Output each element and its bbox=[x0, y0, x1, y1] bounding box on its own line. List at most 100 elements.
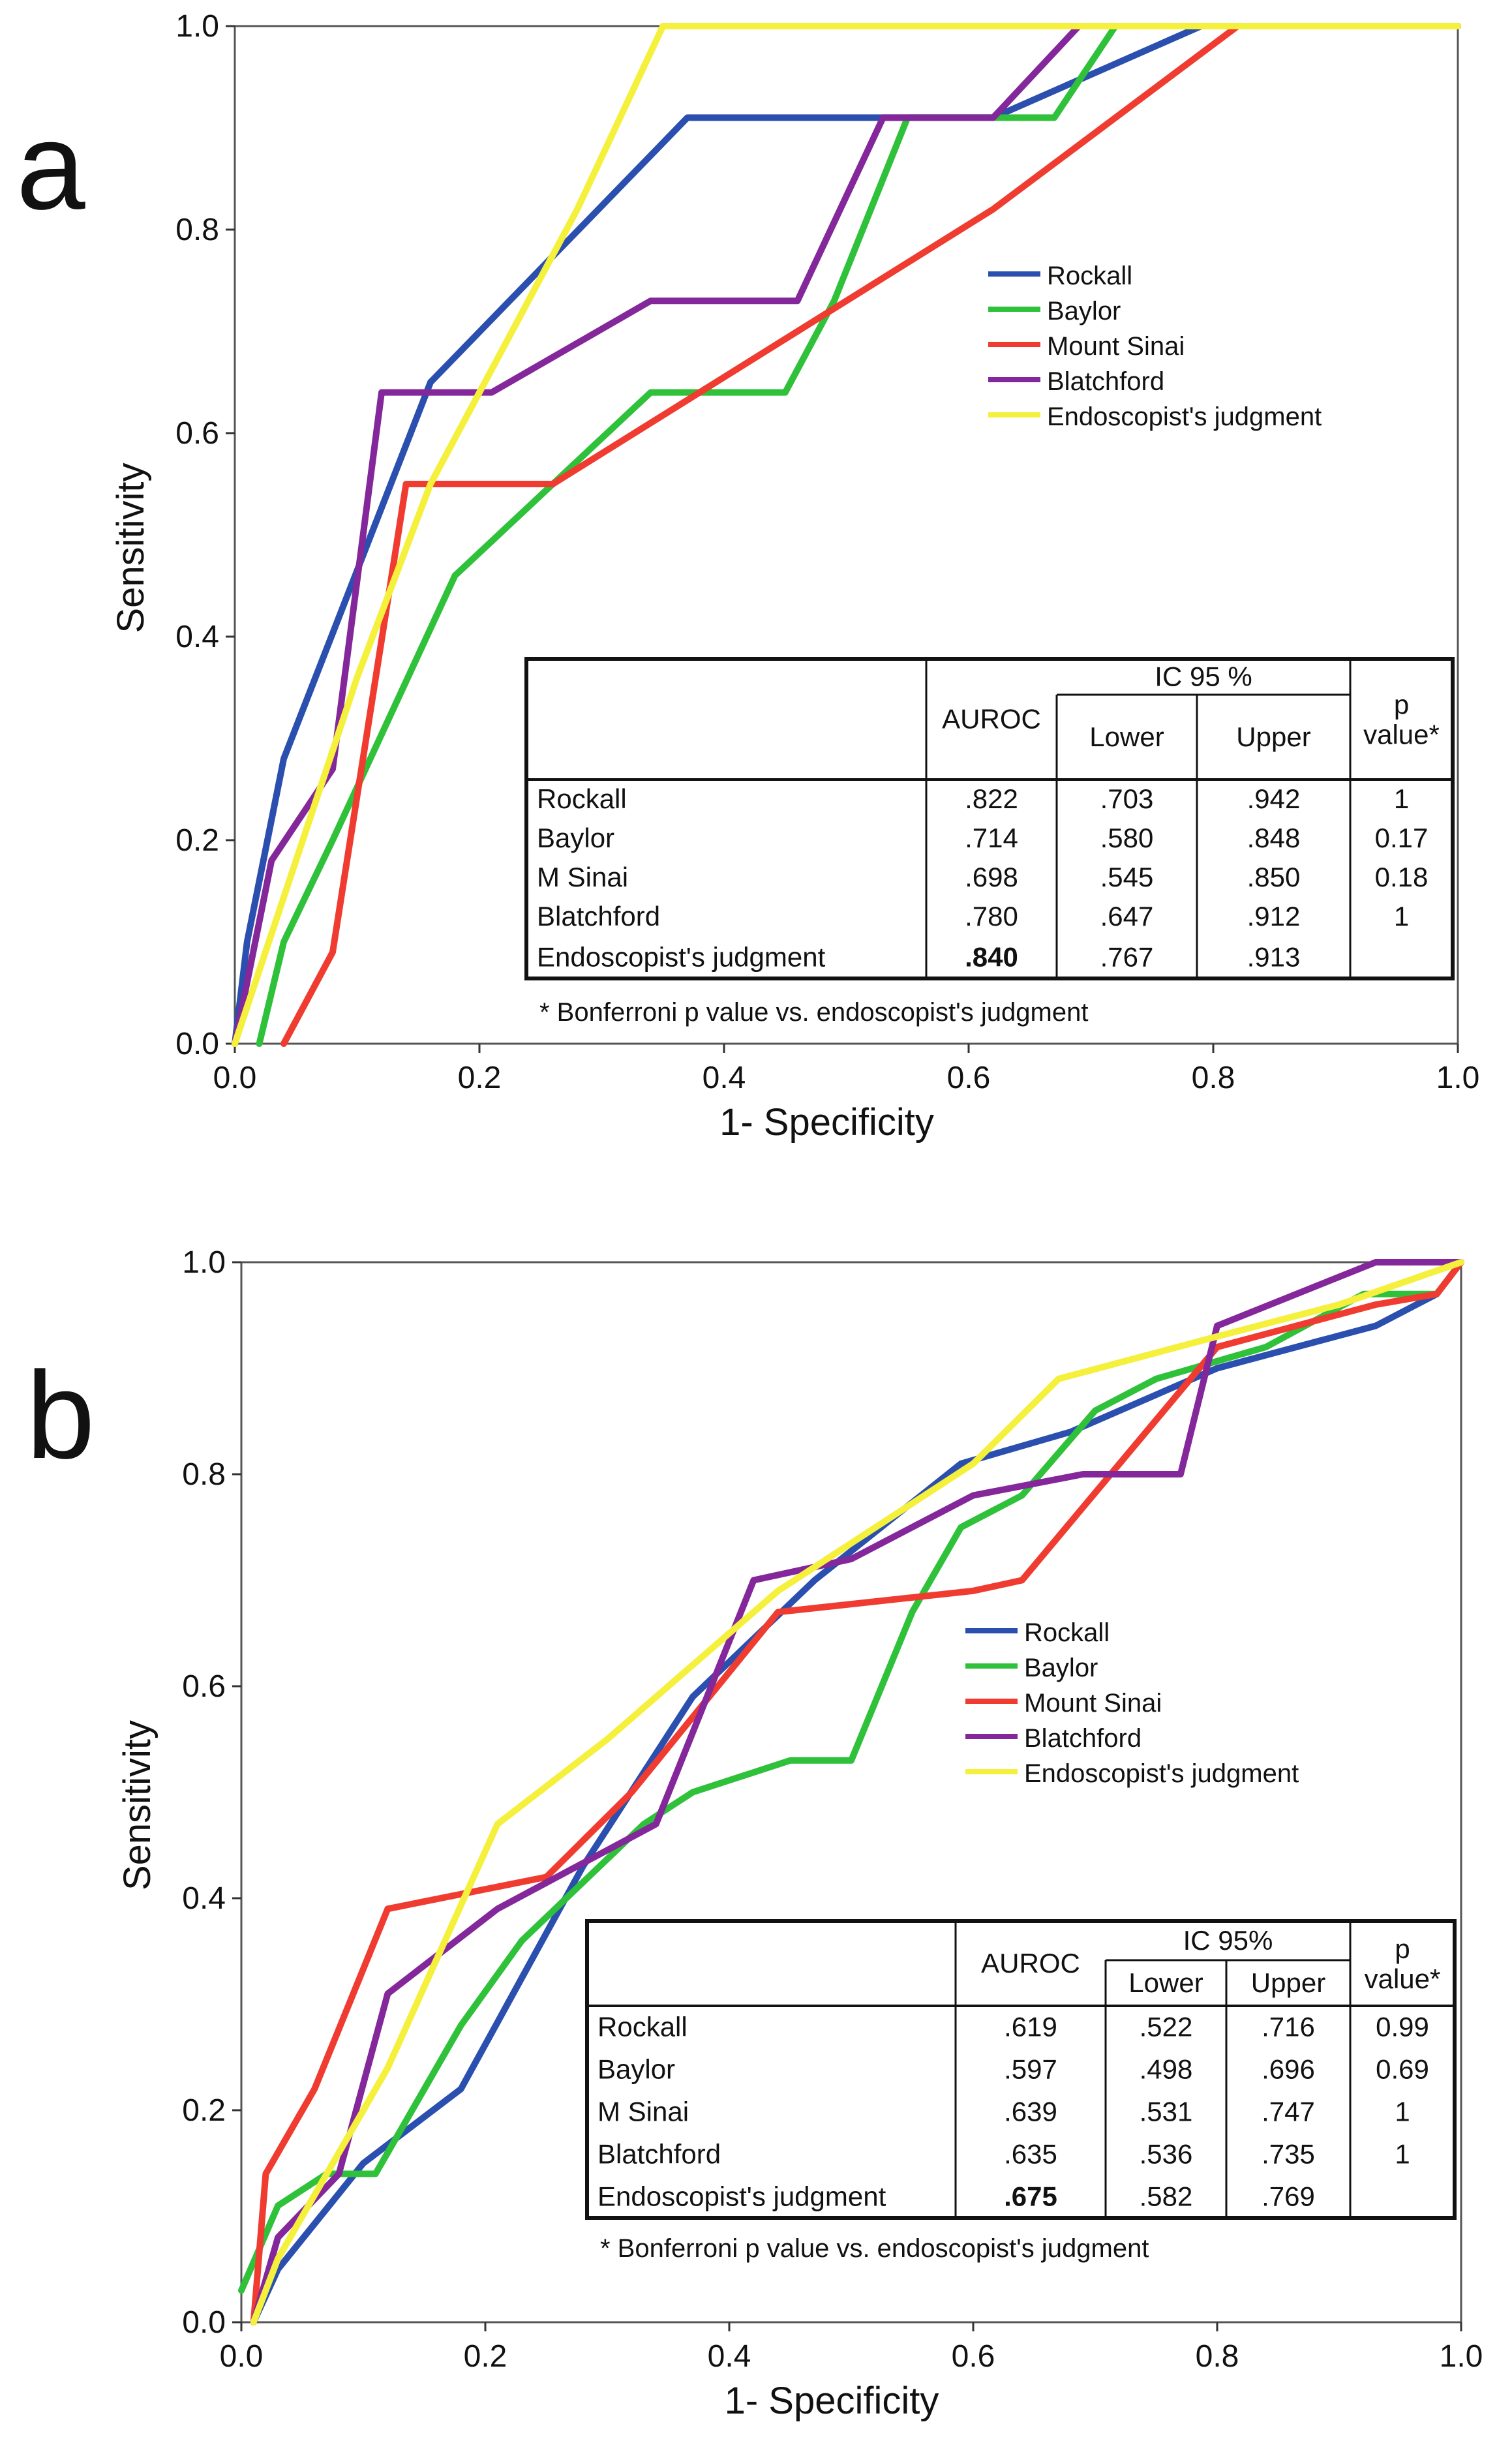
table-cell-auroc: .714 bbox=[965, 823, 1018, 853]
table-footnote: * Bonferroni p value vs. endoscopist's j… bbox=[539, 998, 1088, 1027]
table-header-upper: Upper bbox=[1236, 721, 1310, 752]
table-cell-lower: .536 bbox=[1140, 2139, 1193, 2170]
table-cell-auroc: .780 bbox=[965, 901, 1018, 932]
legend-label: Rockall bbox=[1047, 262, 1132, 290]
panel-a: a 0.0 0.2 0.4 0.6 0.8 1.0 0.0 0.2 0.4 0.6 0.8 1.0 1- … bbox=[16, 9, 1479, 1144]
table-cell-name: M Sinai bbox=[597, 2097, 689, 2127]
y-tick-label: 0.0 bbox=[182, 2305, 226, 2340]
table-cell-name: Rockall bbox=[597, 2012, 688, 2042]
y-axis-title: Sensitivity bbox=[116, 1720, 159, 1890]
x-tick-label: 0.2 bbox=[464, 2339, 507, 2374]
table-cell-upper: .716 bbox=[1262, 2012, 1315, 2042]
x-tick-label: 0.0 bbox=[213, 1061, 257, 1095]
table-cell-lower: .703 bbox=[1100, 783, 1154, 814]
table-cell-auroc: .840 bbox=[965, 942, 1018, 973]
y-tick-label: 0.2 bbox=[182, 2093, 226, 2128]
table-cell-lower: .580 bbox=[1100, 823, 1154, 853]
table-cell-lower: .767 bbox=[1100, 942, 1154, 973]
y-tick-label: 0.4 bbox=[182, 1881, 226, 1916]
legend-label: Baylor bbox=[1047, 297, 1121, 326]
table-cell-auroc: .619 bbox=[1004, 2012, 1057, 2042]
legend-label: Rockall bbox=[1024, 1618, 1110, 1647]
table-cell-upper: .912 bbox=[1247, 901, 1301, 932]
table-cell-auroc: .822 bbox=[965, 783, 1018, 814]
legend-label: Blatchford bbox=[1024, 1724, 1142, 1753]
x-tick-label: 0.8 bbox=[1196, 2339, 1239, 2374]
y-tick-label: 0.4 bbox=[175, 620, 219, 654]
table-cell-lower: .531 bbox=[1140, 2097, 1193, 2127]
table-cell-p: 0.99 bbox=[1376, 2012, 1429, 2042]
series-line-baylor bbox=[256, 23, 1461, 1047]
table-footnote: * Bonferroni p value vs. endoscopist's j… bbox=[600, 2234, 1149, 2263]
y-tick-label: 0.8 bbox=[175, 213, 219, 247]
table-cell-name: Rockall bbox=[537, 783, 627, 814]
table-cell-p: 1 bbox=[1394, 783, 1409, 814]
x-tick-label: 1.0 bbox=[1440, 2339, 1483, 2374]
table-cell-lower: .545 bbox=[1100, 862, 1154, 892]
series-line-blatchford bbox=[232, 23, 1461, 1047]
y-tick-label: 0.8 bbox=[182, 1457, 226, 1492]
table-cell-p: 1 bbox=[1394, 901, 1409, 932]
legend-label: Mount Sinai bbox=[1047, 332, 1185, 361]
table-cell-upper: .848 bbox=[1247, 823, 1301, 853]
series-line-endoscopist-s-judgment bbox=[250, 1259, 1464, 2325]
table-cell-p: 1 bbox=[1395, 2139, 1410, 2170]
table-cell-auroc: .675 bbox=[1004, 2181, 1057, 2212]
table-header-p: p bbox=[1395, 1933, 1410, 1964]
table-header-p: p bbox=[1394, 689, 1409, 720]
table-cell-p: 0.69 bbox=[1376, 2054, 1429, 2085]
y-tick-label: 0.0 bbox=[175, 1027, 219, 1061]
table-cell-auroc: .639 bbox=[1004, 2097, 1057, 2127]
series-line-mount-sinai bbox=[280, 23, 1461, 1047]
series-line-rockall bbox=[250, 1259, 1464, 2325]
table-cell-upper: .913 bbox=[1247, 942, 1301, 973]
table-header-ic: IC 95% bbox=[1183, 1925, 1273, 1956]
table-cell-auroc: .698 bbox=[965, 862, 1018, 892]
table-header-p-value: value* bbox=[1365, 1963, 1441, 1994]
table-cell-name: Baylor bbox=[537, 823, 614, 853]
panel-letter: b bbox=[26, 1346, 95, 1485]
table-header-upper: Upper bbox=[1251, 1967, 1325, 1998]
table-cell-auroc: .597 bbox=[1004, 2054, 1057, 2085]
table-cell-upper: .850 bbox=[1247, 862, 1301, 892]
table-header-p-value: value* bbox=[1363, 720, 1440, 750]
y-tick-label: 1.0 bbox=[182, 1245, 226, 1280]
y-axis-title: Sensitivity bbox=[110, 462, 152, 633]
table-cell-name: Baylor bbox=[597, 2054, 675, 2085]
y-tick-label: 1.0 bbox=[175, 9, 219, 44]
series-line-endoscopist-s-judgment bbox=[232, 23, 1461, 1047]
table-cell-upper: .942 bbox=[1247, 783, 1301, 814]
table-cell-upper: .735 bbox=[1262, 2139, 1315, 2170]
panel-letter: a bbox=[16, 97, 85, 235]
table-header-lower: Lower bbox=[1089, 721, 1164, 752]
table-cell-p: 0.17 bbox=[1375, 823, 1429, 853]
panel-b: b 0.0 0.2 0.4 0.6 0.8 1.0 0.0 0.2 0.4 0.6 0.8 1.0 1- … bbox=[26, 1245, 1483, 2422]
table-cell-lower: .498 bbox=[1140, 2054, 1193, 2085]
legend-label: Endoscopist's judgment bbox=[1024, 1759, 1299, 1788]
table-border bbox=[585, 1919, 1457, 2220]
table-cell-name: M Sinai bbox=[537, 862, 628, 892]
y-tick-label: 0.6 bbox=[175, 416, 219, 451]
table-cell-name: Blatchford bbox=[597, 2139, 721, 2170]
table-cell-lower: .647 bbox=[1100, 901, 1154, 932]
table-border bbox=[524, 657, 1455, 980]
x-tick-label: 0.2 bbox=[458, 1061, 502, 1095]
x-axis-title: 1- Specificity bbox=[725, 2380, 939, 2422]
series-line-mount-sinai bbox=[250, 1259, 1464, 2325]
series-line-baylor bbox=[238, 1259, 1464, 2294]
x-tick-label: 0.4 bbox=[703, 1061, 746, 1095]
table-header-auroc: AUROC bbox=[981, 1948, 1080, 1978]
table-cell-upper: .696 bbox=[1262, 2054, 1315, 2085]
x-axis-title: 1- Specificity bbox=[719, 1101, 934, 1144]
legend-label: Blatchford bbox=[1047, 367, 1164, 396]
table-cell-p: 0.18 bbox=[1375, 862, 1429, 892]
x-tick-label: 0.6 bbox=[947, 1061, 991, 1095]
table-cell-upper: .769 bbox=[1262, 2181, 1315, 2212]
table-cell-name: Blatchford bbox=[537, 901, 660, 932]
x-tick-label: 0.4 bbox=[708, 2339, 751, 2374]
x-tick-label: 0.8 bbox=[1192, 1061, 1235, 1095]
legend-label: Mount Sinai bbox=[1024, 1689, 1162, 1718]
y-tick-label: 0.6 bbox=[182, 1669, 226, 1704]
table-cell-auroc: .635 bbox=[1004, 2139, 1057, 2170]
